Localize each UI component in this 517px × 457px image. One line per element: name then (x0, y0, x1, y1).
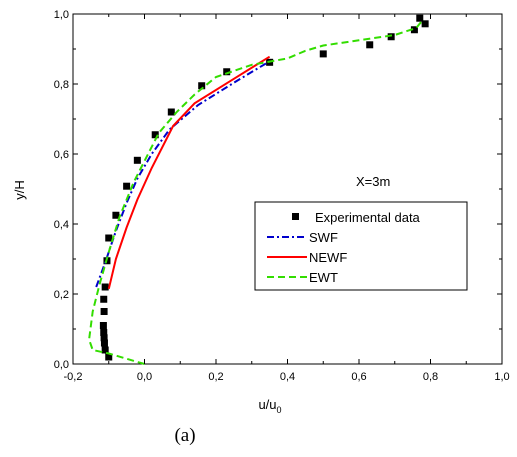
plot-frame (72, 13, 503, 365)
y-tick-label: 1,0 (54, 9, 69, 21)
y-tick-label: 0,2 (54, 289, 69, 301)
axes-layer: -0,2 0,0 0,2 0,4 0,6 0,8 1,00,00,20,40,60,81,0 (54, 9, 510, 383)
data-point (100, 339, 108, 347)
data-point (105, 353, 113, 361)
y-tick-label: 0,8 (54, 79, 69, 91)
data-point (387, 33, 395, 41)
x-tick-label: 0,2 (208, 371, 223, 383)
x-axis-title-main: u/u (258, 397, 276, 412)
data-point (101, 283, 109, 291)
plot-area (72, 13, 503, 365)
legend: Experimental data SWF NEWF EWT (254, 201, 468, 291)
series-layer (88, 14, 429, 365)
data-point (410, 26, 418, 34)
legend-box (254, 201, 468, 291)
data-point (416, 14, 424, 22)
figure-caption: (a) (174, 425, 196, 446)
series-line-swf (95, 60, 271, 288)
data-point (223, 68, 231, 76)
x-axis-title-subscript: 0 (277, 405, 282, 415)
y-tick-label: 0,6 (54, 149, 69, 161)
y-tick-label: 0,0 (54, 359, 69, 371)
data-point (100, 334, 108, 342)
x-tick-label: -0,2 (64, 371, 83, 383)
data-point (133, 156, 141, 164)
legend-marker (292, 213, 299, 220)
legend-label: NEWF (309, 250, 347, 265)
legend-label: Experimental data (315, 210, 421, 225)
x-axis-title: u/u0 (258, 397, 281, 415)
y-axis-title: y/H (12, 180, 27, 200)
legend-label: SWF (309, 230, 338, 245)
x-tick-label: 0,4 (280, 371, 295, 383)
data-point (100, 295, 108, 303)
y-tick-label: 0,4 (54, 219, 69, 231)
data-point (198, 82, 206, 90)
data-point (100, 329, 108, 336)
data-point (112, 211, 120, 219)
x-tick-label: 0,6 (351, 371, 366, 383)
data-point (366, 41, 374, 49)
data-point (151, 131, 159, 139)
data-point (100, 308, 108, 315)
series-line-newf (107, 55, 271, 290)
data-point (99, 322, 107, 329)
annotation-label: X=3m (356, 174, 390, 189)
line-chart: -0,2 0,0 0,2 0,4 0,6 0,8 1,00,00,20,40,60,81,0… (12, 9, 510, 415)
data-point (105, 234, 113, 242)
legend-label: EWT (309, 270, 338, 285)
data-point (421, 20, 429, 28)
series-line-ewt (88, 18, 425, 365)
x-tick-label: 1,0 (494, 371, 509, 383)
x-tick-label: 0,8 (423, 371, 438, 383)
data-point (101, 346, 109, 354)
data-point (123, 182, 131, 190)
data-point (167, 108, 175, 116)
data-point (319, 50, 327, 58)
x-tick-label: 0,0 (137, 371, 152, 383)
